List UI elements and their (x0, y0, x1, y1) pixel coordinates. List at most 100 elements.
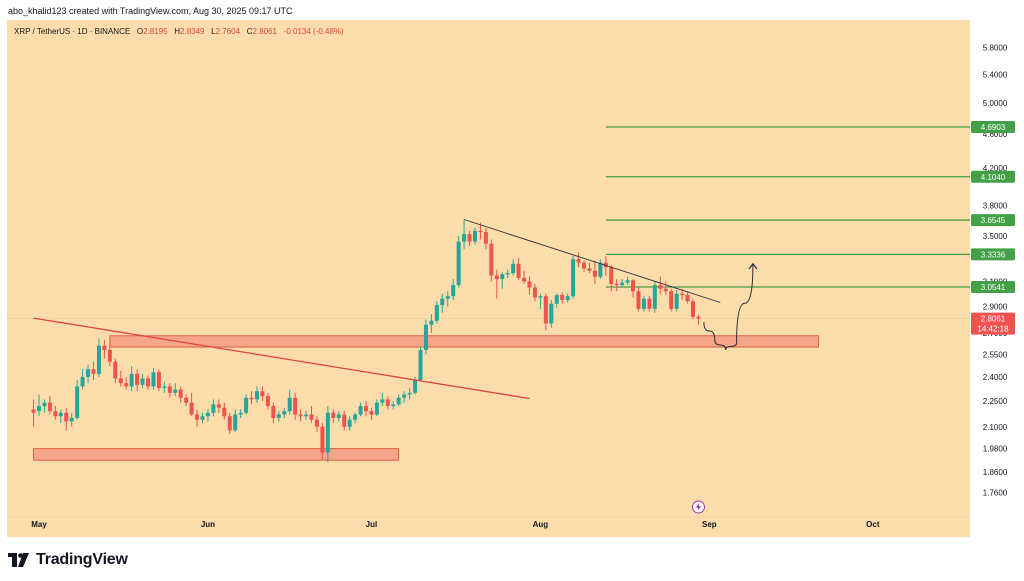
candle (140, 373, 145, 388)
change-value: -0.0134 (-0.48%) (283, 27, 344, 36)
level-price-tag-bg (971, 281, 1015, 294)
candle (582, 260, 586, 272)
candle-body (434, 305, 439, 321)
candle-body (347, 419, 352, 427)
candle (500, 271, 505, 289)
candle-body (64, 412, 69, 422)
candle (505, 269, 510, 278)
candle (216, 399, 221, 413)
last-price-label: 2.8061 (981, 315, 1006, 324)
level-price-tag: 3.3336 (971, 248, 1015, 261)
candle-body (211, 404, 216, 413)
candle-body (402, 394, 407, 398)
candle (620, 279, 625, 287)
candle-body (473, 230, 477, 242)
candle-body (184, 397, 189, 403)
candle-body (647, 298, 652, 309)
candle-body (385, 399, 390, 407)
candle-body (691, 301, 695, 317)
candle (347, 416, 352, 431)
candle (587, 262, 592, 274)
level-price-tag-label: 4.1040 (981, 173, 1006, 182)
candle-body (625, 280, 630, 283)
candle-body (238, 412, 243, 415)
level-price-tag: 4.6903 (971, 120, 1015, 133)
candle-body (353, 414, 358, 420)
candle (265, 392, 270, 410)
price-tick-label: 5.0000 (983, 99, 1008, 108)
zones-layer (33, 335, 819, 461)
trendlines-layer (33, 219, 758, 400)
candle (86, 364, 91, 384)
candle (418, 347, 423, 382)
high-label: H (174, 27, 181, 36)
candle (576, 252, 581, 268)
candle-body (342, 414, 347, 427)
candle-body (336, 414, 341, 418)
candle (478, 222, 483, 240)
tradingview-logo[interactable]: TradingView (8, 549, 128, 571)
candle-body (413, 380, 418, 393)
candle (511, 259, 516, 276)
chart-area[interactable]: 5.8000 5.4000 5.0000 4.6000 4.2000 3.8000 3.50… (7, 20, 1016, 537)
candle-body (96, 345, 101, 374)
candle-body (58, 412, 63, 417)
candle (69, 412, 74, 427)
price-axis[interactable] (970, 20, 1016, 537)
lightning-icon[interactable] (692, 500, 705, 514)
candle (195, 409, 200, 427)
candle-body (173, 389, 178, 393)
candle-body (636, 291, 641, 309)
candle-body (369, 411, 374, 415)
time-tick-label: Jun (201, 520, 215, 529)
level-price-tag: 4.1040 (971, 170, 1015, 183)
price-tick-label: 1.9800 (983, 445, 1008, 454)
candle-body (631, 280, 636, 292)
candlestick-chart[interactable]: 5.8000 5.4000 5.0000 4.6000 4.2000 3.8000 3.50… (7, 20, 1016, 537)
candle (58, 409, 63, 424)
candle-body (527, 281, 532, 288)
candle-body (80, 376, 85, 387)
candle (696, 314, 701, 325)
candle (527, 276, 532, 295)
time-tick-label: Jul (366, 520, 378, 529)
candle-body (652, 285, 657, 309)
levels-layer (7, 126, 970, 319)
candle-body (75, 386, 80, 418)
price-tick-label: 1.8600 (983, 468, 1008, 477)
candle-body (489, 243, 494, 276)
time-tick-label: Sep (702, 520, 717, 529)
candle-body (374, 402, 379, 415)
candle (325, 406, 330, 463)
level-price-tag-bg (971, 248, 1015, 261)
lightning-icon-bolt (695, 503, 701, 511)
candle (516, 258, 521, 281)
trendline-0 (33, 317, 530, 400)
candle (669, 288, 674, 312)
candle (102, 339, 107, 359)
price-tick-label: 2.9000 (983, 302, 1008, 311)
price-tick-label: 1.7600 (983, 489, 1008, 498)
candle (691, 298, 695, 320)
candle-body (216, 404, 221, 408)
candle-body (532, 287, 537, 298)
candle (249, 391, 254, 405)
price-tick-label: 5.4000 (983, 70, 1008, 79)
candle (571, 255, 576, 299)
price-tick-label: 4.6000 (983, 130, 1008, 139)
candle (631, 279, 636, 298)
last-price-tag-bg (971, 312, 1015, 335)
candle-body (298, 414, 303, 417)
level-price-tag-bg (971, 120, 1015, 133)
candle-body (309, 414, 314, 420)
candle-body (522, 277, 527, 282)
high-value: 2.8349 (180, 27, 205, 36)
time-ticks: May Jun Jul Aug Sep Oct (31, 520, 880, 529)
low-value: 2.7604 (215, 27, 241, 36)
candle-body (609, 267, 614, 284)
candle-body (478, 230, 483, 232)
candle-body (222, 407, 227, 417)
level-price-tag-bg (971, 214, 1015, 227)
candle (489, 239, 494, 282)
projection-arrowhead (748, 262, 758, 270)
